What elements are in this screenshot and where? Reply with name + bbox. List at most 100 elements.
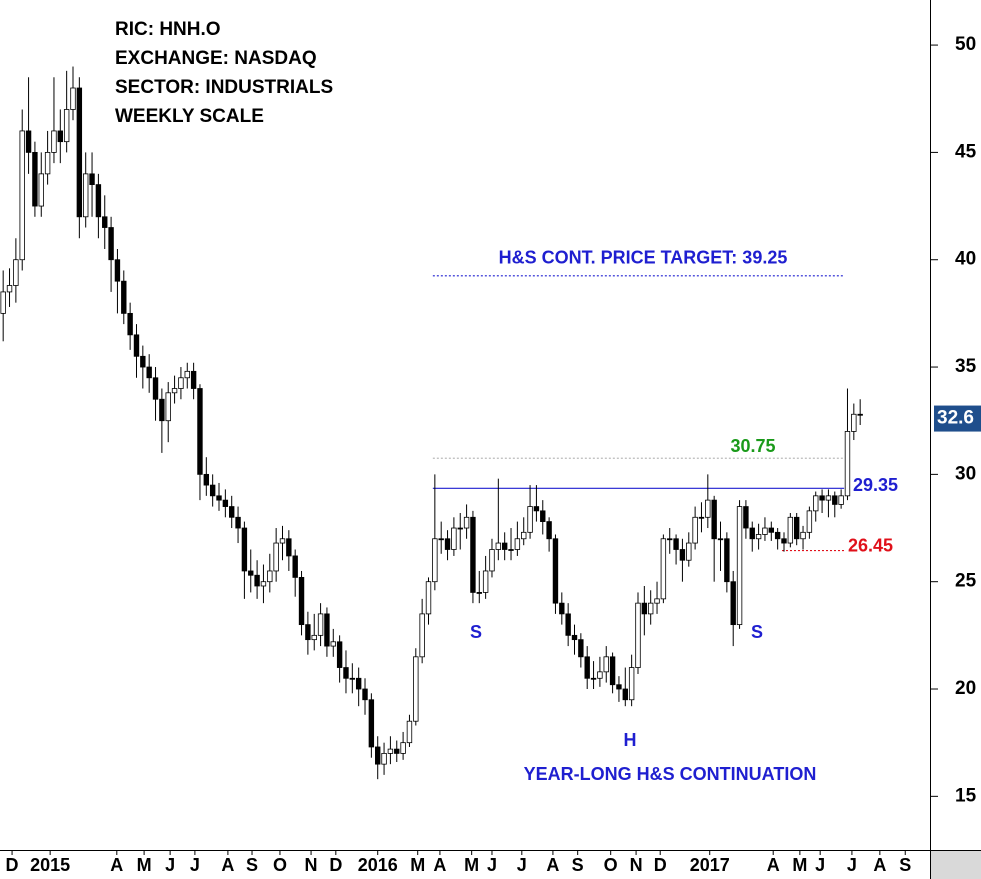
candle-body	[203, 473, 210, 486]
y-tick-label: 15	[955, 785, 977, 806]
candle-body	[178, 377, 184, 389]
candle-body	[755, 534, 762, 540]
candle-body	[476, 592, 482, 594]
candle-body	[375, 746, 381, 765]
candle-body	[216, 495, 222, 501]
candle-body	[286, 538, 292, 557]
candle-body	[406, 720, 413, 744]
x-tick-label: J	[815, 855, 825, 875]
candle-body	[584, 656, 590, 679]
candle-body	[489, 549, 495, 572]
candle-body	[679, 549, 686, 561]
candle-body	[851, 413, 857, 432]
candle-body	[774, 531, 781, 540]
candle-body	[647, 602, 654, 615]
candle-body	[241, 527, 248, 572]
candle-body	[381, 753, 387, 765]
x-tick-label: M	[792, 855, 807, 875]
candle-body	[736, 506, 743, 626]
x-tick-label: J	[517, 855, 527, 875]
candle-body	[25, 130, 32, 153]
candle-body	[260, 581, 267, 587]
candle-body	[38, 173, 44, 207]
candle-body	[349, 677, 356, 680]
candle-body	[705, 499, 711, 518]
candle-body	[171, 388, 178, 394]
candle-body	[838, 495, 844, 505]
candle-body	[609, 656, 616, 686]
candle-body	[482, 570, 489, 593]
pattern-label: S	[751, 622, 763, 642]
candle-body	[686, 542, 692, 561]
candle-body	[184, 370, 190, 379]
candle-body	[387, 748, 394, 754]
candle-body	[698, 516, 705, 519]
x-tick-label: A	[221, 855, 234, 875]
candle-body	[0, 291, 6, 314]
candle-body	[394, 748, 400, 754]
level-label: H&S CONT. PRICE TARGET: 39.25	[499, 248, 788, 268]
candle-body	[521, 531, 527, 540]
candle-body	[768, 527, 774, 533]
candle-body	[819, 495, 825, 501]
x-tick-label: A	[433, 855, 446, 875]
level-label: 29.35	[853, 475, 898, 495]
x-tick-label: S	[572, 855, 584, 875]
candle-body	[336, 641, 343, 668]
x-tick-label: A	[767, 855, 780, 875]
candle-body	[667, 538, 673, 541]
candle-body	[641, 602, 648, 615]
candle-body	[673, 538, 679, 550]
y-tick-label: 30	[955, 463, 976, 484]
candle-body	[781, 538, 787, 544]
last-price-box	[934, 405, 981, 432]
candle-body	[273, 542, 279, 572]
candle-body	[235, 516, 241, 529]
candle-body	[559, 602, 565, 615]
candle-body	[190, 370, 197, 389]
candle-body	[279, 538, 286, 544]
x-tick-label: A	[546, 855, 559, 875]
candle-body	[400, 742, 406, 754]
candle-body	[324, 613, 330, 647]
candle-body	[628, 667, 635, 701]
candle-body	[51, 130, 57, 153]
info-line: EXCHANGE: NASDAQ	[115, 48, 317, 69]
x-tick-label: N	[305, 855, 318, 875]
candle-body	[495, 542, 502, 550]
y-tick-label: 40	[955, 249, 976, 270]
candle-body	[622, 688, 628, 701]
candle-body	[222, 499, 229, 507]
candle-body	[749, 527, 755, 540]
candle-body	[419, 613, 425, 658]
candle-body	[825, 495, 832, 501]
candle-body	[597, 671, 603, 679]
x-tick-label: A	[873, 855, 886, 875]
x-tick-label: 2015	[30, 855, 70, 875]
candle-body	[578, 639, 584, 658]
level-label: 26.45	[848, 535, 893, 555]
last-price-label: 32.6	[937, 408, 974, 429]
x-tick-label: A	[110, 855, 123, 875]
candle-body	[832, 495, 838, 505]
candle-body	[311, 634, 317, 641]
x-tick-label: D	[329, 855, 342, 875]
candle-body	[793, 516, 800, 540]
candle-body	[432, 538, 438, 583]
candle-body	[546, 521, 552, 540]
candle-body	[616, 684, 622, 690]
candle-body	[298, 576, 305, 626]
candle-body	[654, 598, 660, 604]
candle-body	[140, 355, 146, 368]
candle-body	[527, 506, 533, 533]
candle-body	[89, 173, 95, 185]
info-line: WEEKLY SCALE	[115, 106, 264, 127]
candle-body	[159, 398, 165, 422]
candle-body	[44, 151, 51, 175]
candle-body	[330, 641, 336, 647]
x-tick-label: J	[847, 855, 857, 875]
candle-body	[552, 538, 559, 604]
candle-body	[470, 516, 476, 593]
candle-body	[95, 184, 102, 218]
